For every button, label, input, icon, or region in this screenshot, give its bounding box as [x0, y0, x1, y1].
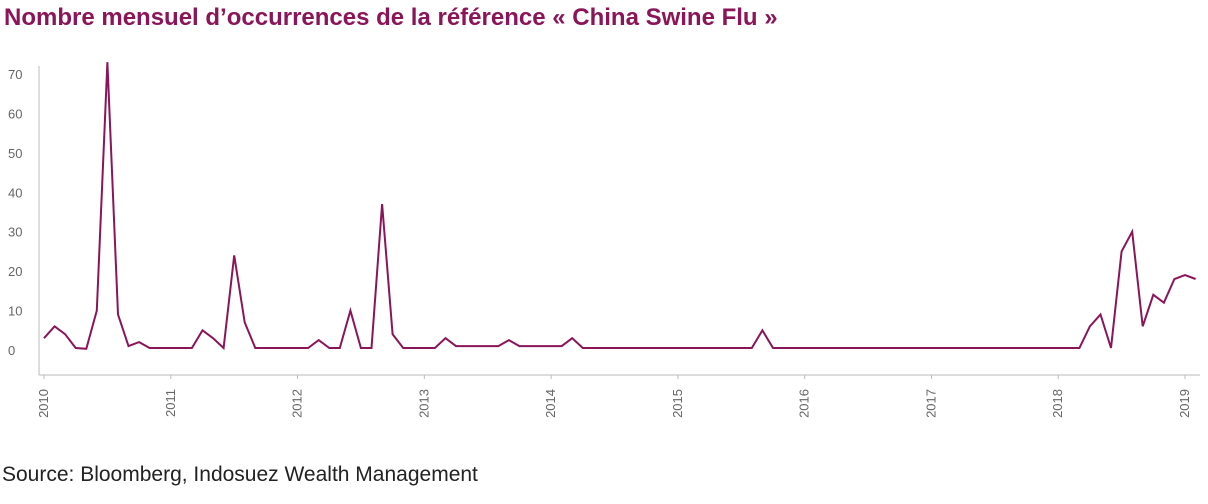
x-tick-label: 2010	[36, 389, 51, 418]
y-tick-label: 50	[8, 146, 22, 161]
y-axis: 0 10 20 30 40 50 60 70	[8, 66, 40, 375]
plot-area	[43, 62, 1196, 351]
y-tick-label: 70	[8, 67, 22, 82]
series-line	[43, 62, 1196, 351]
x-tick-label: 2018	[1050, 389, 1065, 418]
x-tick-label: 2014	[543, 389, 558, 418]
y-tick-label: 0	[8, 343, 15, 358]
x-tick-label: 2015	[670, 389, 685, 418]
x-tick-label: 2011	[163, 389, 178, 417]
y-tick-label: 20	[8, 264, 22, 279]
x-tick-label: 2019	[1177, 389, 1192, 418]
x-tick-label: 2017	[923, 389, 938, 418]
chart-title: Nombre mensuel d’occurrences de la référ…	[4, 4, 778, 31]
x-tick-label: 2013	[416, 389, 431, 418]
y-tick-label: 10	[8, 304, 22, 319]
line-chart: 0 10 20 30 40 50 60 70 2010 2011 2012 2013 2014 2015…	[8, 62, 1200, 418]
y-tick-label: 30	[8, 225, 22, 240]
y-tick-label: 60	[8, 106, 22, 121]
source-note: Source: Bloomberg, Indosuez Wealth Manag…	[2, 463, 478, 486]
y-tick-label: 40	[8, 185, 22, 200]
x-axis: 2010 2011 2012 2013 2014 2015 2016 2017 2018 2019	[36, 374, 1200, 418]
x-tick-label: 2012	[290, 389, 305, 418]
x-tick-label: 2016	[797, 389, 812, 418]
